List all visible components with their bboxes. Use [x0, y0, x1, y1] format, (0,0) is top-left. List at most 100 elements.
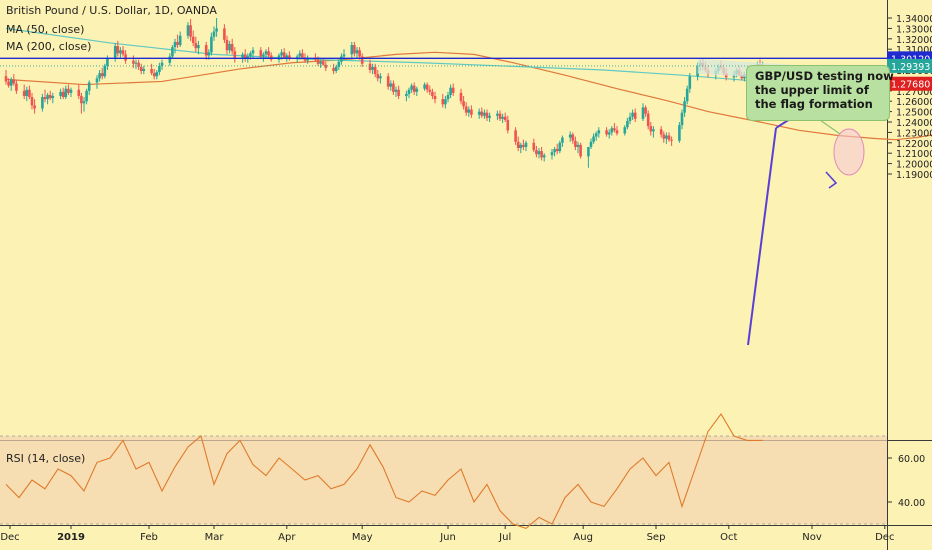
candle	[488, 112, 491, 122]
ma50-legend[interactable]: MA (50, close)	[6, 23, 85, 36]
candle-body	[652, 129, 655, 132]
candle-body	[223, 28, 226, 40]
candle-body	[77, 89, 81, 96]
candle	[571, 132, 575, 144]
y-tick-label: 1.27000	[896, 87, 932, 98]
candle	[623, 125, 627, 136]
candle-body	[449, 87, 452, 95]
candle-body	[225, 39, 229, 51]
candle-body	[360, 56, 364, 64]
candle-body	[688, 76, 692, 89]
rsi-line	[5, 413, 763, 530]
candle-body	[277, 55, 281, 60]
candle-body	[249, 53, 252, 57]
candle	[483, 109, 486, 119]
candle	[269, 52, 273, 62]
y-tick-label: 1.31000	[896, 45, 932, 56]
candle-body	[412, 85, 416, 92]
candle-body	[303, 57, 307, 61]
symbol-title[interactable]: British Pound / U.S. Dollar, 1D, OANDA	[6, 4, 217, 17]
candle-body	[470, 109, 473, 115]
annotation-line-1: GBP/USD testing now	[755, 69, 894, 83]
candle-body	[142, 68, 146, 72]
candle-body	[87, 82, 91, 91]
candle	[368, 59, 372, 74]
candle-body	[134, 62, 138, 64]
candle-body	[379, 76, 382, 79]
candle	[191, 30, 195, 47]
candle-body	[215, 28, 218, 32]
candle	[665, 132, 668, 144]
candle-body	[210, 36, 213, 53]
candle-body	[46, 94, 49, 100]
candle-body	[106, 58, 109, 66]
candle	[98, 70, 101, 82]
candle	[228, 40, 231, 54]
candle-body	[662, 134, 666, 139]
candle-body	[121, 50, 125, 55]
ma50-line	[5, 51, 932, 141]
candle	[407, 87, 411, 99]
candle-body	[594, 133, 598, 137]
candle	[189, 19, 192, 41]
candle-body	[613, 128, 616, 131]
rsi-title[interactable]: RSI (14, close)	[6, 452, 86, 465]
candle-body	[467, 109, 471, 113]
candle	[210, 32, 213, 56]
candle	[262, 52, 265, 62]
candle-body	[576, 144, 580, 147]
candle-body	[288, 55, 291, 59]
y-tick-label: 1.20000	[896, 160, 932, 171]
candle	[28, 85, 31, 100]
candle-body	[230, 44, 234, 52]
candle	[152, 68, 156, 80]
candle	[649, 122, 653, 136]
candle	[150, 63, 153, 76]
ma200-legend[interactable]: MA (200, close)	[6, 40, 92, 53]
candle	[319, 59, 322, 68]
candle	[441, 93, 445, 108]
candle-body	[670, 139, 673, 141]
y-tick-label: 1.23000	[896, 128, 932, 139]
candle-body	[685, 88, 689, 102]
candle-body	[498, 113, 502, 119]
candle	[553, 146, 556, 157]
candle	[100, 67, 104, 80]
candle-body	[444, 99, 447, 105]
candle-body	[407, 89, 411, 94]
candle	[77, 84, 81, 100]
candle	[176, 34, 179, 49]
candle-body	[535, 150, 538, 155]
candle	[132, 55, 135, 68]
price-label-box	[887, 76, 932, 91]
candle-body	[25, 89, 29, 96]
candle	[631, 109, 634, 120]
candle-body	[446, 94, 450, 100]
candle	[119, 47, 122, 58]
candle-body	[464, 106, 468, 113]
candle	[524, 140, 528, 152]
candle-body	[51, 96, 55, 99]
candle-body	[139, 66, 143, 72]
candle-body	[332, 67, 335, 72]
candle	[25, 86, 29, 102]
candle-body	[176, 41, 179, 46]
candle-body	[441, 99, 445, 105]
candle-body	[428, 89, 432, 92]
candle	[467, 106, 471, 117]
candle-body	[355, 50, 359, 54]
candle	[285, 53, 289, 62]
candle	[116, 40, 120, 57]
candle	[540, 146, 543, 161]
candle-body	[243, 54, 247, 59]
candle-body	[597, 130, 601, 134]
candle	[550, 149, 554, 160]
candle	[197, 40, 200, 55]
candle-body	[251, 50, 255, 54]
candle	[46, 92, 49, 105]
annotation-callout[interactable]: GBP/USD testing now the upper limit of t…	[746, 65, 894, 121]
candle-body	[605, 130, 608, 135]
candle	[48, 90, 52, 101]
candle-body	[633, 112, 637, 119]
candle-body	[48, 94, 52, 99]
